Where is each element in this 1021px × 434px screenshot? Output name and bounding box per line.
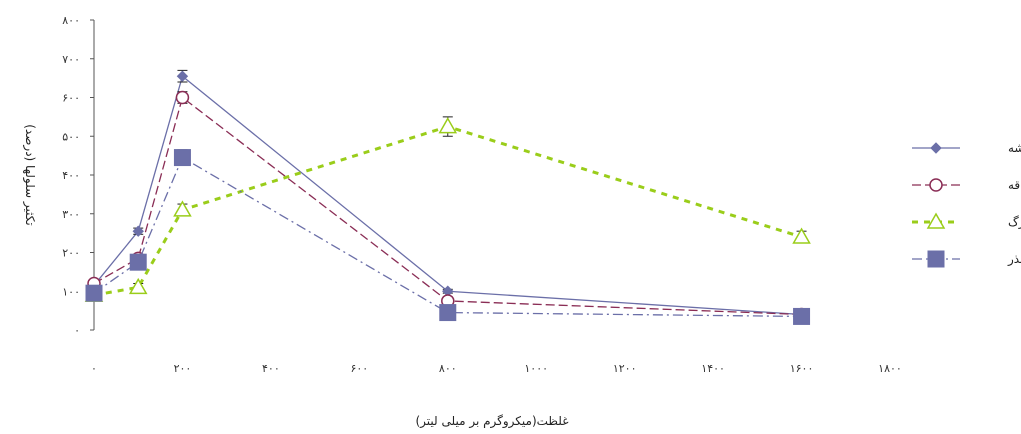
- series-4: [85, 149, 811, 325]
- x-tick-label: ۰: [91, 362, 97, 375]
- y-tick-label: ۴۰۰: [62, 169, 80, 182]
- data-point: [173, 149, 191, 167]
- y-tick-label: ۵۰۰: [62, 130, 80, 143]
- series-line: [93, 75, 802, 316]
- data-point: [173, 200, 192, 217]
- legend-label: ساقه: [1008, 178, 1021, 192]
- x-tick-label: ۴۰۰: [262, 362, 280, 375]
- x-tick-label: ۱۴۰۰: [701, 362, 725, 375]
- x-tick-label: ۲۰۰: [174, 362, 192, 375]
- series-line: [93, 96, 802, 316]
- data-point: [439, 304, 457, 322]
- x-tick-label: ۸۰۰: [439, 362, 457, 375]
- x-tick-label: ۶۰۰: [350, 362, 368, 375]
- legend-marker: [929, 178, 943, 192]
- y-tick-label: ۰: [74, 324, 80, 337]
- series-line: [93, 124, 803, 297]
- legend-entry: ریشه: [912, 141, 1021, 156]
- legend-label: ریشه: [1008, 141, 1021, 156]
- chart-legend: ریشه ساقه برگ بذر: [912, 141, 1021, 268]
- data-point: [176, 70, 189, 82]
- data-point: [792, 227, 811, 244]
- x-tick-label: ۱۲۰۰: [613, 362, 637, 375]
- data-point: [438, 117, 458, 134]
- data-point: [132, 225, 144, 237]
- y-tick-label: ۳۰۰: [62, 208, 80, 221]
- x-axis-title: غلظت(میکروگرم بر میلی لیتر): [415, 414, 568, 429]
- legend-marker: [926, 212, 946, 229]
- x-tick-label: ۱۰۰۰: [524, 362, 548, 375]
- series-3: [84, 116, 811, 302]
- x-tick-label: ۱۸۰۰: [878, 362, 902, 375]
- y-tick-label: ۶۰۰: [62, 92, 80, 105]
- legend-label: برگ: [1008, 215, 1021, 230]
- legend-marker: [930, 142, 942, 154]
- data-point: [175, 90, 190, 105]
- legend-entry: ساقه: [912, 178, 1021, 192]
- y-tick-label: ۲۰۰: [62, 247, 80, 260]
- legend-marker: [927, 250, 945, 268]
- data-point: [793, 307, 811, 325]
- chart-axes: ۰ ۱۰۰ ۲۰۰ ۳۰۰ ۴۰۰ ۵۰۰ ۶۰۰ ۷۰۰ ۸۰۰ ۰ ۲۰۰ ۴۰۰ ۶۰۰ ۸۰۰ ۱۰…: [62, 14, 902, 375]
- chart-series: [84, 69, 811, 325]
- y-tick-label: ۸۰۰: [62, 14, 80, 27]
- y-tick-label: ۷۰۰: [62, 53, 80, 66]
- data-point: [129, 253, 147, 271]
- x-tick-label: ۱۶۰۰: [790, 362, 814, 375]
- y-axis-title: تکثیر سلولها (درصد): [22, 124, 37, 226]
- data-point: [128, 277, 148, 295]
- legend-entry: برگ: [912, 212, 1021, 230]
- legend-entry: بذر: [912, 250, 1021, 268]
- legend-label: بذر: [1007, 252, 1021, 267]
- data-point: [85, 284, 103, 302]
- y-tick-label: ۱۰۰: [62, 285, 80, 298]
